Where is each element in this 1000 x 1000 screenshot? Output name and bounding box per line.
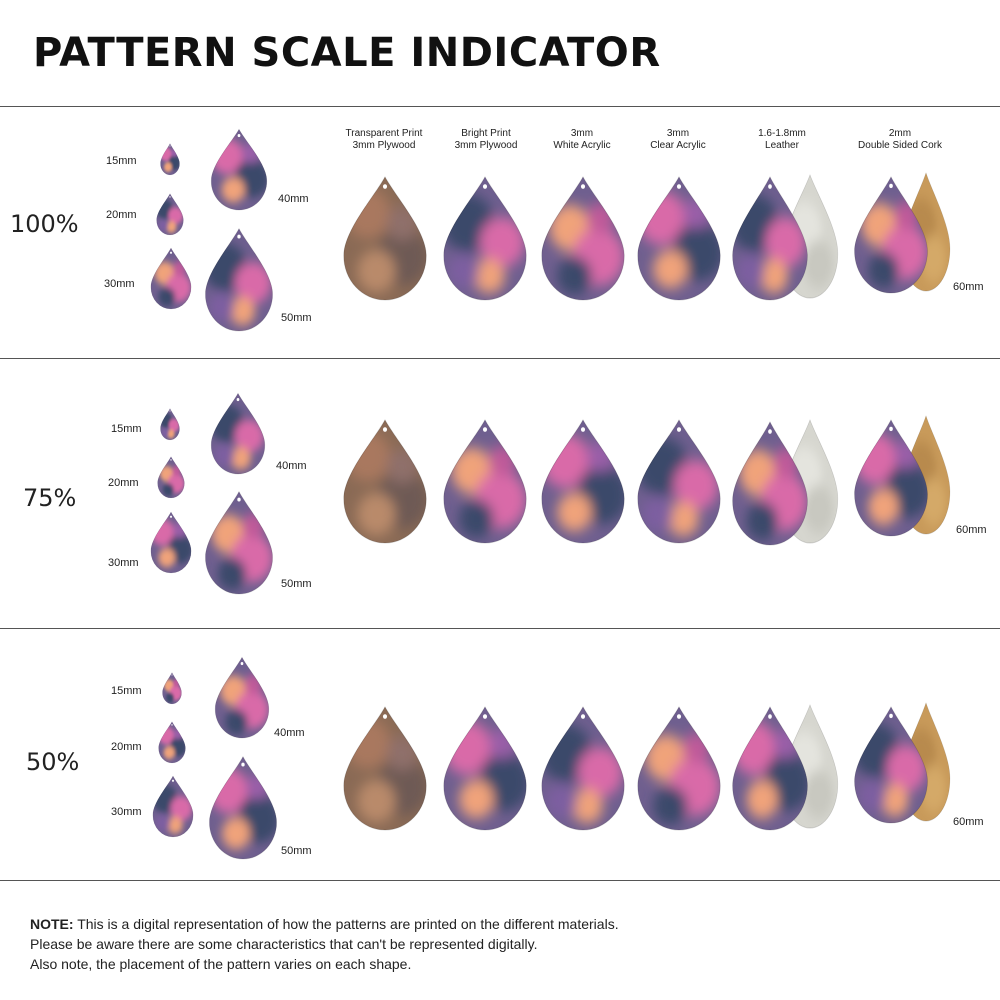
scale-label-75: 75% [23,484,77,512]
note-label: NOTE: [30,916,74,932]
scale-label-100: 100% [10,210,79,238]
earring-sample-40mm [210,392,266,475]
earring-sample-20mm [158,721,186,764]
note-line-2: Please be aware there are some character… [30,936,538,952]
divider [0,880,1000,881]
earring-sample-30mm [150,511,192,574]
size-label-40mm: 40mm [276,460,307,472]
material-header-clear-acrylic: 3mm Clear Acrylic [650,128,706,151]
size-label-40mm: 40mm [274,727,305,739]
earring-sample-20mm [156,193,184,236]
earring-clear-acrylic [637,175,721,301]
size-label-30mm: 30mm [104,278,135,290]
leather-backing [781,173,839,299]
earring-sample-50mm [205,227,273,332]
page-title: PATTERN SCALE INDICATOR [33,30,661,76]
earring-sample-40mm [210,128,268,211]
earring-sample-15mm [162,672,182,705]
earring-white-acrylic [541,175,625,301]
note-line-3: Also note, the placement of the pattern … [30,956,412,972]
size-label-60mm: 60mm [953,281,984,293]
size-label-15mm: 15mm [106,155,137,167]
earring-white-acrylic [541,705,625,831]
size-label-50mm: 50mm [281,845,312,857]
earring-sample-50mm [205,490,273,595]
note-line-1: This is a digital representation of how … [73,916,619,932]
earring-sample-50mm [209,755,277,860]
earring-sample-40mm [214,656,270,739]
earring-cork [854,418,928,537]
earring-sample-15mm [160,143,180,176]
divider [0,628,1000,629]
earring-sample-30mm [150,247,192,310]
earring-sample-20mm [157,456,185,499]
size-label-40mm: 40mm [278,193,309,205]
material-header-leather: 1.6-1.8mm Leather [758,128,806,151]
earring-sample-15mm [160,408,180,441]
size-label-15mm: 15mm [111,423,142,435]
scale-label-50: 50% [26,748,80,776]
material-header-white-acrylic: 3mm White Acrylic [553,128,611,151]
earring-clear-acrylic [637,418,721,544]
size-label-30mm: 30mm [108,557,139,569]
size-label-20mm: 20mm [108,477,139,489]
material-header-transparent-plywood: Transparent Print 3mm Plywood [345,128,423,151]
earring-leather [732,705,808,831]
earring-transparent-plywood [343,418,427,544]
earring-white-acrylic [541,418,625,544]
earring-bright-plywood [443,175,527,301]
disclaimer-note: NOTE: This is a digital representation o… [30,914,970,974]
size-label-50mm: 50mm [281,578,312,590]
material-header-bright-plywood: Bright Print 3mm Plywood [454,128,518,151]
earring-sample-30mm [152,775,194,838]
size-label-15mm: 15mm [111,685,142,697]
earring-cork [854,175,928,294]
material-header-cork: 2mm Double Sided Cork [858,128,942,151]
earring-bright-plywood [443,705,527,831]
earring-transparent-plywood [343,175,427,301]
earring-leather [732,420,808,546]
earring-bright-plywood [443,418,527,544]
divider [0,106,1000,107]
size-label-20mm: 20mm [111,741,142,753]
earring-cork [854,705,928,824]
size-label-30mm: 30mm [111,806,142,818]
earring-leather [732,175,808,301]
earring-clear-acrylic [637,705,721,831]
earring-transparent-plywood [343,705,427,831]
size-label-60mm: 60mm [953,816,984,828]
size-label-50mm: 50mm [281,312,312,324]
size-label-20mm: 20mm [106,209,137,221]
size-label-60mm: 60mm [956,524,987,536]
divider [0,358,1000,359]
